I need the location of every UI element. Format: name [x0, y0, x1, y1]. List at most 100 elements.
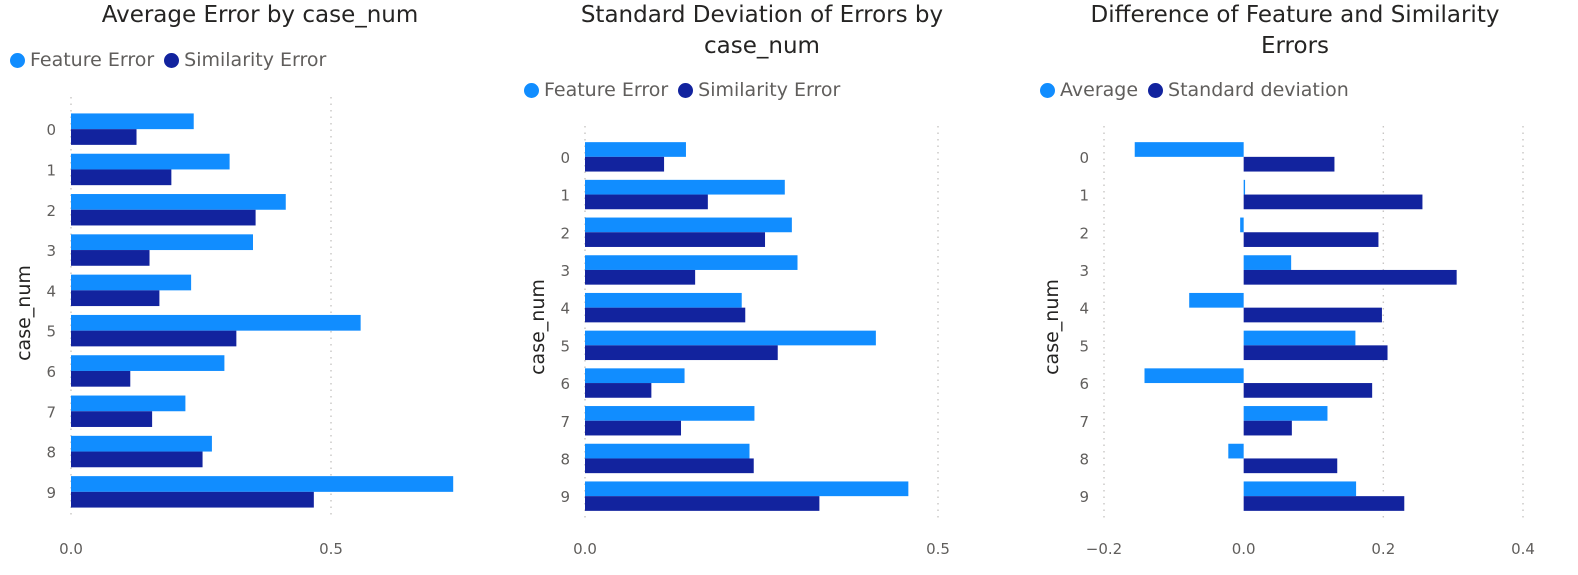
category-label: 8: [560, 450, 570, 468]
bar-series-1[interactable]: [1228, 443, 1244, 459]
category-label: 7: [560, 413, 570, 431]
bar-series-2[interactable]: [1243, 496, 1405, 511]
bar-series-1[interactable]: [585, 368, 685, 384]
category-label: 7: [1079, 413, 1089, 431]
x-tick-label: 0.0: [59, 540, 83, 558]
category-label: 1: [46, 161, 56, 179]
bar-series-1[interactable]: [71, 476, 454, 492]
bar-series-1[interactable]: [585, 481, 909, 497]
bar-series-1[interactable]: [71, 355, 225, 371]
chart-plot: case_num 0.0 0.5 0 1 2 3 4 5 6 7 8 9: [13, 97, 454, 558]
x-tick-label: 0.0: [573, 540, 597, 558]
bar-series-2[interactable]: [1243, 194, 1423, 210]
bar-series-2[interactable]: [71, 411, 153, 427]
bar-series-1[interactable]: [71, 194, 286, 210]
category-label: 6: [1079, 375, 1089, 393]
bar-series-1[interactable]: [71, 153, 230, 170]
category-label: 5: [560, 337, 570, 355]
chart-legend: Feature Error Similarity Error: [10, 49, 336, 71]
bar-series-2[interactable]: [585, 496, 820, 511]
bar-series-2[interactable]: [1243, 156, 1335, 172]
category-label: 5: [46, 323, 56, 341]
bar-series-1[interactable]: [585, 406, 755, 421]
bar-series-2[interactable]: [71, 169, 172, 186]
category-label: 3: [46, 242, 56, 260]
bar-series-2[interactable]: [1243, 307, 1382, 323]
bar-series-2[interactable]: [1243, 232, 1379, 247]
bar-series-1[interactable]: [585, 443, 750, 459]
category-label: 8: [46, 444, 56, 462]
bar-series-2[interactable]: [585, 194, 708, 210]
category-label: 6: [560, 375, 570, 393]
legend-label: Standard deviation: [1168, 79, 1349, 101]
legend-dot-icon: [164, 52, 180, 68]
chart-title: Average Error by case_num: [101, 2, 419, 28]
bar-series-2[interactable]: [71, 290, 160, 307]
bar-series-2[interactable]: [71, 451, 203, 468]
bar-series-2[interactable]: [71, 129, 137, 145]
y-axis-label: case_num: [527, 279, 549, 375]
x-tick-label: 0.5: [319, 540, 343, 558]
bar-series-1[interactable]: [71, 274, 192, 291]
bar-series-1[interactable]: [585, 292, 742, 308]
bar-series-1[interactable]: [1243, 255, 1292, 270]
bar-series-1[interactable]: [71, 113, 194, 130]
bar-series-1[interactable]: [1243, 481, 1357, 497]
legend-dot-icon: [524, 82, 539, 98]
legend-label: Similarity Error: [698, 79, 841, 101]
bar-series-2[interactable]: [585, 269, 696, 285]
category-label: 2: [1079, 224, 1089, 242]
category-label: 2: [560, 224, 570, 242]
bar-series-2[interactable]: [585, 156, 665, 172]
bar-series-2[interactable]: [1243, 420, 1292, 436]
bar-series-2[interactable]: [71, 330, 237, 347]
bar-series-2[interactable]: [585, 383, 652, 398]
bar-series-2[interactable]: [585, 307, 746, 323]
legend-item-series-1: Feature Error: [10, 49, 154, 71]
y-axis-label: case_num: [1041, 279, 1063, 375]
bar-series-1[interactable]: [585, 217, 792, 233]
bar-series-1[interactable]: [1189, 292, 1244, 308]
bar-series-1[interactable]: [585, 330, 876, 346]
legend-label: Feature Error: [544, 79, 669, 101]
bar-series-1[interactable]: [1240, 217, 1244, 233]
bar-series-1[interactable]: [71, 395, 186, 412]
chart-panel-difference: Difference of Feature and Similarity Err…: [1040, 0, 1578, 575]
category-label: 4: [560, 300, 570, 318]
bar-series-2[interactable]: [1243, 269, 1457, 285]
bar-series-1[interactable]: [71, 314, 361, 331]
bar-series-1[interactable]: [1134, 142, 1244, 157]
bar-series-1[interactable]: [585, 142, 686, 157]
bar-series-2[interactable]: [585, 345, 778, 361]
chart-legend: Average Standard deviation: [1040, 79, 1359, 101]
bar-series-2[interactable]: [585, 232, 766, 247]
category-label: 7: [46, 403, 56, 421]
bar-series-1[interactable]: [1243, 406, 1328, 421]
bar-series-2[interactable]: [585, 420, 682, 436]
chart-title: Difference of Feature and Similarity Err…: [1090, 2, 1500, 59]
bar-series-1[interactable]: [1243, 330, 1356, 346]
chart-legend: Feature Error Similarity Error: [524, 79, 850, 101]
bar-series-2[interactable]: [71, 209, 256, 226]
bar-series-1[interactable]: [1243, 179, 1246, 195]
bar-series-2[interactable]: [1243, 458, 1338, 474]
legend-item-series-2: Similarity Error: [678, 79, 840, 101]
legend-dot-icon: [678, 82, 694, 98]
bar-series-2[interactable]: [71, 370, 131, 387]
bar-series-1[interactable]: [585, 255, 798, 270]
category-label: 3: [1079, 262, 1089, 280]
bar-series-1[interactable]: [585, 179, 785, 195]
bar-series-2[interactable]: [1243, 345, 1388, 361]
bar-series-1[interactable]: [71, 435, 212, 452]
chart-plot: case_num 0.0 0.5 0 1 2 3 4 5 6 7 8 9: [527, 126, 950, 558]
bar-series-2[interactable]: [71, 491, 314, 508]
bar-series-2[interactable]: [71, 250, 150, 266]
legend-label: Feature Error: [30, 49, 155, 71]
bar-series-2[interactable]: [585, 458, 754, 474]
x-tick-label: 0.4: [1511, 540, 1535, 558]
bar-series-1[interactable]: [1144, 368, 1244, 384]
category-label: 5: [1079, 337, 1089, 355]
bar-series-1[interactable]: [71, 234, 253, 251]
bar-series-2[interactable]: [1243, 383, 1373, 398]
legend-label: Average: [1060, 79, 1139, 101]
